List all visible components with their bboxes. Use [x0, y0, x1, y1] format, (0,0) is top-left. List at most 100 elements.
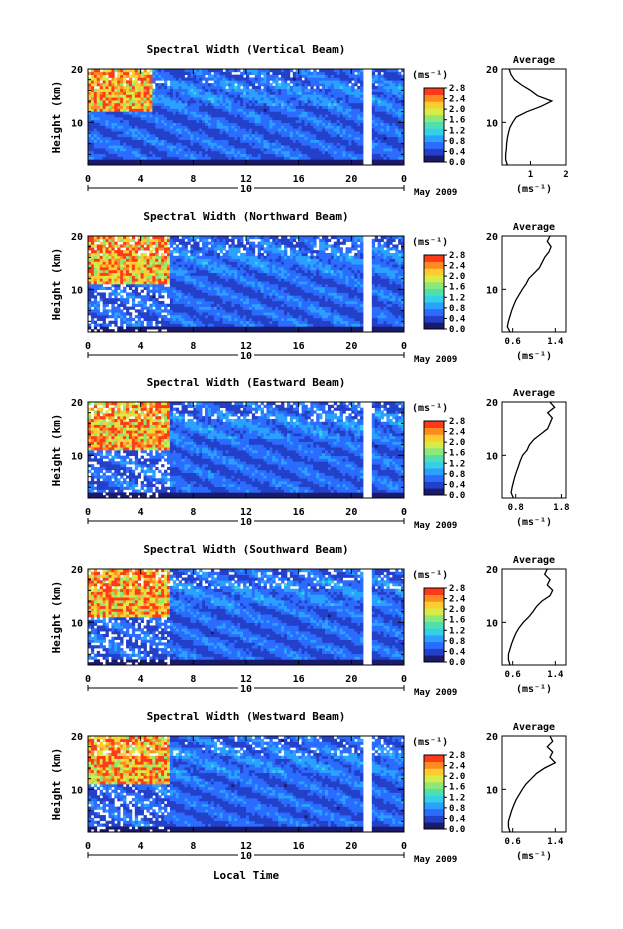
heatmap-cell: [310, 133, 314, 138]
heatmap-cell: [164, 272, 168, 276]
heatmap-cell: [114, 278, 118, 282]
heatmap-cell: [128, 315, 133, 319]
heatmap-cell: [126, 159, 130, 163]
heatmap-cell: [228, 145, 232, 149]
heatmap-cell: [137, 303, 142, 307]
heatmap-cell: [126, 275, 130, 279]
heatmap-cell: [137, 292, 142, 296]
heatmap-cell: [354, 131, 358, 135]
heatmap-cell: [374, 142, 379, 146]
heatmap-cell: [371, 119, 376, 123]
heatmap-cell: [187, 142, 191, 146]
heatmap-cell: [99, 269, 103, 274]
heatmap-cell: [269, 159, 273, 163]
heatmap-cell: [161, 278, 165, 282]
heatmap-cell: [231, 125, 235, 129]
heatmap-cell: [205, 326, 209, 330]
heatmap-cell: [275, 119, 279, 123]
heatmap-cell: [172, 97, 177, 101]
heatmap-cell: [237, 80, 241, 84]
heatmap-cell: [202, 309, 206, 313]
heatmap-cell: [371, 111, 376, 115]
heatmap-cell: [169, 80, 174, 84]
heatmap-cell: [281, 97, 285, 101]
heatmap-cell: [357, 148, 361, 152]
heatmap-cell: [319, 117, 323, 121]
heatmap-cell: [357, 74, 361, 78]
heatmap-cell: [389, 80, 393, 84]
heatmap-cell: [395, 139, 399, 143]
heatmap-cell: [120, 77, 124, 81]
heatmap-cell: [169, 241, 174, 245]
heatmap-cell: [175, 145, 180, 149]
heatmap-cell: [128, 264, 133, 268]
heatmap-cell: [137, 258, 142, 262]
heatmap-cell: [398, 108, 402, 112]
heatmap-cell: [351, 74, 355, 78]
heatmap-cell: [146, 100, 150, 104]
heatmap-cell: [202, 69, 206, 73]
heatmap-cell: [137, 105, 142, 109]
heatmap-cell: [175, 267, 180, 271]
heatmap-cell: [99, 111, 103, 115]
heatmap-cell: [93, 156, 98, 160]
heatmap-cell: [351, 83, 355, 87]
heatmap-cell: [88, 303, 92, 307]
heatmap-cell: [231, 156, 235, 160]
heatmap-cell: [225, 136, 229, 140]
heatmap-cell: [330, 156, 335, 160]
heatmap-cell: [120, 303, 124, 307]
heatmap-cell: [207, 303, 212, 307]
heatmap-cell: [225, 97, 229, 101]
heatmap-cell: [128, 267, 133, 271]
heatmap-cell: [202, 303, 206, 307]
heatmap-cell: [172, 74, 177, 78]
heatmap-cell: [146, 323, 150, 327]
heatmap-cell: [143, 300, 147, 305]
heatmap-cell: [240, 125, 244, 129]
heatmap-cell: [234, 136, 238, 140]
heatmap-cell: [207, 114, 212, 118]
heatmap-cell: [172, 131, 177, 135]
heatmap-cell: [128, 159, 133, 163]
heatmap-cell: [284, 159, 288, 163]
heatmap-cell: [210, 97, 215, 101]
heatmap-cell: [193, 148, 197, 152]
heatmap-cell: [307, 125, 311, 129]
heatmap-cell: [205, 323, 209, 327]
heatmap-cell: [143, 306, 147, 310]
heatmap-cell: [126, 142, 130, 146]
heatmap-cell: [181, 255, 185, 259]
heatmap-cell: [295, 150, 300, 155]
heatmap-cell: [281, 114, 285, 118]
heatmap-cell: [126, 114, 130, 118]
heatmap-cell: [278, 159, 282, 163]
heatmap-cell: [190, 119, 194, 123]
heatmap-cell: [175, 323, 180, 327]
heatmap-cell: [155, 102, 159, 107]
heatmap-cell: [231, 133, 235, 138]
heatmap-cell: [386, 128, 390, 132]
heatmap-cell: [322, 77, 326, 81]
heatmap-cell: [301, 139, 305, 143]
heatmap-cell: [131, 252, 136, 257]
heatmap-cell: [90, 303, 95, 307]
heatmap-cell: [126, 298, 130, 302]
heatmap-cell: [96, 153, 101, 157]
heatmap-cell: [126, 326, 130, 330]
heatmap-cell: [243, 131, 247, 135]
heatmap-cell: [222, 162, 226, 166]
heatmap-cell: [219, 306, 223, 310]
heatmap-cell: [392, 145, 396, 149]
heatmap-cell: [178, 102, 182, 107]
heatmap-cell: [131, 69, 136, 73]
heatmap-cell: [199, 289, 203, 293]
heatmap-cell: [99, 139, 103, 143]
heatmap-cell: [199, 69, 203, 73]
heatmap-cell: [111, 298, 115, 302]
heatmap-cell: [322, 125, 326, 129]
panel-1: Spectral Width (Northward Beam)0 4 8 12 16 20…: [50, 210, 567, 365]
heatmap-cell: [102, 238, 106, 242]
heatmap-cell: [158, 292, 162, 296]
heatmap-cell: [377, 111, 381, 115]
